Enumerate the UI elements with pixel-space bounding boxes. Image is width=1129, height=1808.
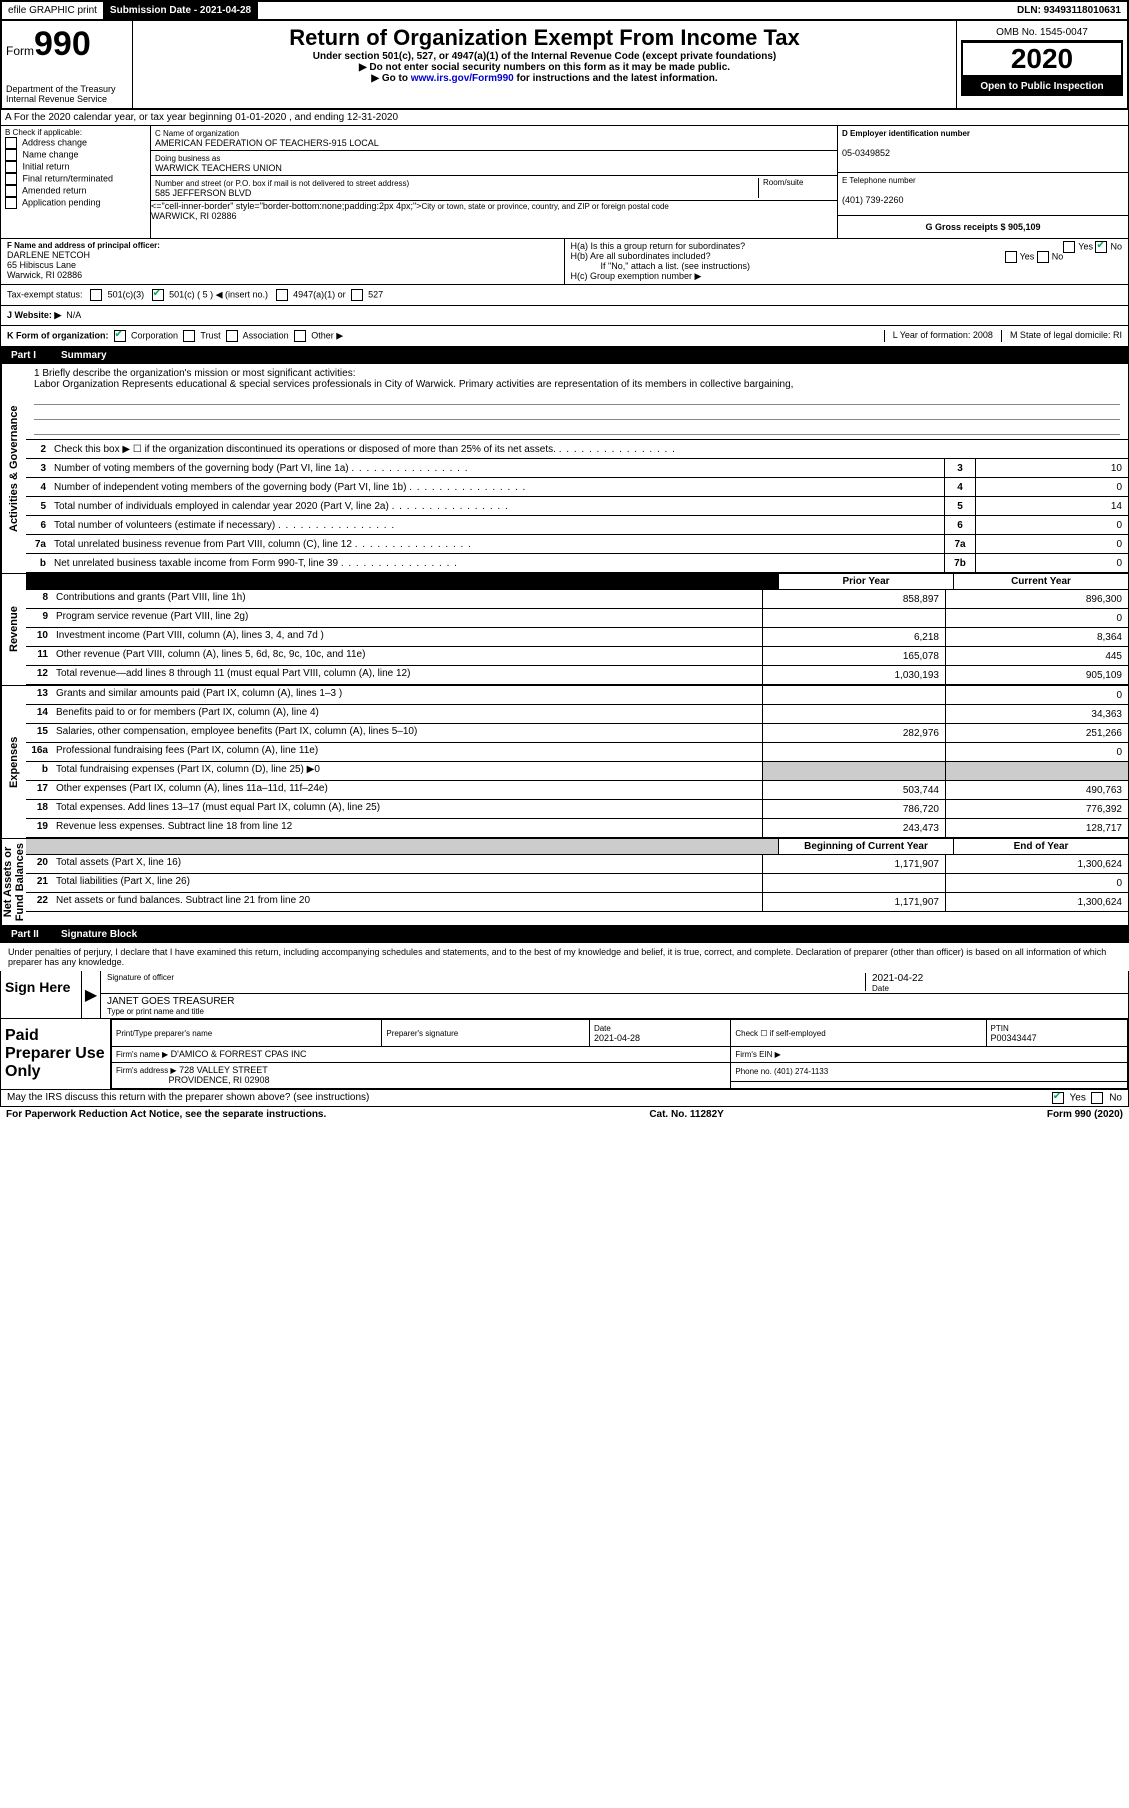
ein: 05-0349852 — [842, 148, 890, 158]
summary-row: bNet unrelated business taxable income f… — [26, 554, 1128, 573]
financial-row: 12Total revenue—add lines 8 through 11 (… — [26, 666, 1128, 685]
line-k: K Form of organization: Corporation Trus… — [0, 326, 1129, 347]
financial-row: 22Net assets or fund balances. Subtract … — [26, 893, 1128, 912]
checkbox-option: Initial return — [5, 161, 146, 173]
financial-row: 16aProfessional fundraising fees (Part I… — [26, 743, 1128, 762]
section-b: B Check if applicable: Address change Na… — [0, 126, 1129, 239]
street-address: 585 JEFFERSON BLVD — [155, 188, 251, 198]
form-title: Return of Organization Exempt From Incom… — [137, 25, 952, 51]
city-state-zip: WARWICK, RI 02886 — [151, 211, 237, 221]
officer-name: JANET GOES TREASURER — [107, 996, 234, 1007]
summary-row: 6Total number of volunteers (estimate if… — [26, 516, 1128, 535]
summary-row: 7aTotal unrelated business revenue from … — [26, 535, 1128, 554]
checkbox-option: Final return/terminated — [5, 173, 146, 185]
vert-expenses: Expenses — [1, 686, 26, 838]
summary-row: 3Number of voting members of the governi… — [26, 459, 1128, 478]
sub1: Under section 501(c), 527, or 4947(a)(1)… — [137, 51, 952, 62]
tax-status-row: Tax-exempt status: 501(c)(3) 501(c) ( 5 … — [0, 285, 1129, 306]
footer: For Paperwork Reduction Act Notice, see … — [0, 1107, 1129, 1122]
checkbox-option: Amended return — [5, 185, 146, 197]
phone: (401) 739-2260 — [842, 195, 904, 205]
vert-revenue: Revenue — [1, 574, 26, 685]
vert-net: Net Assets or Fund Balances — [1, 839, 26, 925]
financial-row: 10Investment income (Part VIII, column (… — [26, 628, 1128, 647]
line-a: A For the 2020 calendar year, or tax yea… — [0, 110, 1129, 126]
ptin: P00343447 — [991, 1033, 1037, 1043]
financial-row: 14Benefits paid to or for members (Part … — [26, 705, 1128, 724]
form-prefix: Form — [6, 44, 34, 58]
principal-officer: DARLENE NETCOH 65 Hibiscus Lane Warwick,… — [7, 250, 558, 280]
financial-row: 20Total assets (Part X, line 16) 1,171,9… — [26, 855, 1128, 874]
financial-row: 15Salaries, other compensation, employee… — [26, 724, 1128, 743]
checkbox-option: Address change — [5, 137, 146, 149]
financial-row: 21Total liabilities (Part X, line 26) 0 — [26, 874, 1128, 893]
sign-here-block: Sign Here ▶ Signature of officer2021-04-… — [0, 971, 1129, 1019]
financial-row: 11Other revenue (Part VIII, column (A), … — [26, 647, 1128, 666]
tax-year: 2020 — [961, 41, 1123, 77]
financial-row: 17Other expenses (Part IX, column (A), l… — [26, 781, 1128, 800]
open-inspection: Open to Public Inspection — [961, 77, 1123, 96]
mission-text: Labor Organization Represents educationa… — [34, 379, 1120, 390]
website-row: J Website: ▶ N/A — [0, 306, 1129, 326]
summary-row: 5Total number of individuals employed in… — [26, 497, 1128, 516]
submission-date: Submission Date - 2021-04-28 — [104, 2, 258, 19]
form-header: Form990 Department of the Treasury Inter… — [0, 21, 1129, 110]
vert-activities: Activities & Governance — [1, 364, 26, 573]
financial-row: 19Revenue less expenses. Subtract line 1… — [26, 819, 1128, 838]
paid-preparer-block: Paid Preparer Use Only Print/Type prepar… — [0, 1019, 1129, 1090]
form-number: 990 — [34, 25, 91, 63]
financial-row: 8Contributions and grants (Part VIII, li… — [26, 590, 1128, 609]
efile-label: efile GRAPHIC print — [2, 2, 104, 19]
checkbox-option: Application pending — [5, 197, 146, 209]
irs-link[interactable]: www.irs.gov/Form990 — [411, 73, 514, 84]
b-label: B Check if applicable: — [5, 128, 146, 137]
part2-header: Part IISignature Block — [0, 926, 1129, 943]
dept-label: Department of the Treasury Internal Reve… — [6, 84, 128, 104]
dln: DLN: 93493118010631 — [1011, 2, 1127, 19]
financial-row: 18Total expenses. Add lines 13–17 (must … — [26, 800, 1128, 819]
part1-header: Part ISummary — [0, 347, 1129, 364]
sig-declaration: Under penalties of perjury, I declare th… — [0, 943, 1129, 971]
financial-row: 13Grants and similar amounts paid (Part … — [26, 686, 1128, 705]
summary-row: 4Number of independent voting members of… — [26, 478, 1128, 497]
financial-row: 9Program service revenue (Part VIII, lin… — [26, 609, 1128, 628]
org-name: AMERICAN FEDERATION OF TEACHERS-915 LOCA… — [155, 138, 379, 148]
gross-receipts: G Gross receipts $ 905,109 — [838, 216, 1128, 238]
omb: OMB No. 1545-0047 — [961, 25, 1123, 41]
firm-name: D'AMICO & FORREST CPAS INC — [171, 1049, 307, 1059]
section-f: F Name and address of principal officer:… — [0, 239, 1129, 285]
summary-row: 2Check this box ▶ ☐ if the organization … — [26, 440, 1128, 459]
dba: WARWICK TEACHERS UNION — [155, 163, 282, 173]
financial-row: bTotal fundraising expenses (Part IX, co… — [26, 762, 1128, 781]
discuss-row: May the IRS discuss this return with the… — [0, 1090, 1129, 1107]
checkbox-option: Name change — [5, 149, 146, 161]
sub2: ▶ Do not enter social security numbers o… — [137, 62, 952, 73]
top-bar: efile GRAPHIC print Submission Date - 20… — [0, 0, 1129, 21]
